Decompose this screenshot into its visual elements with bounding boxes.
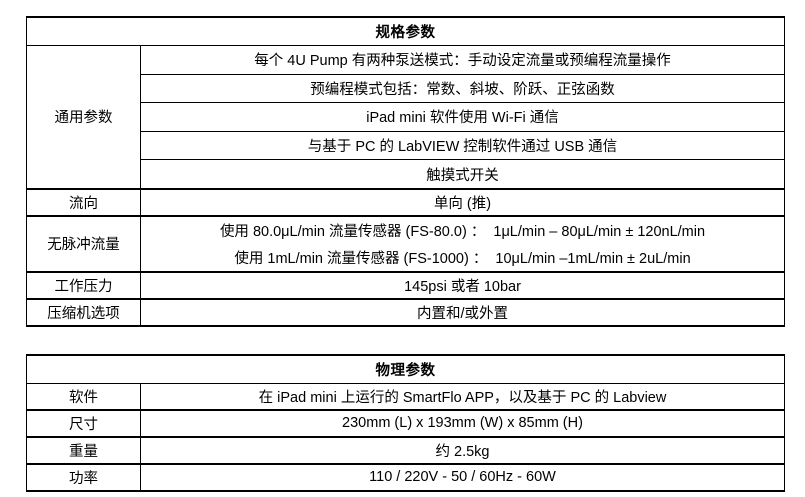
- row-label: 尺寸: [27, 410, 141, 436]
- content-line: 110 / 220V - 50 / 60Hz - 60W: [369, 469, 556, 486]
- content-line: 内置和/或外置: [416, 305, 509, 322]
- table-row: 工作压力 145psi 或者 10bar: [27, 270, 784, 298]
- content-line: 预编程模式包括：常数、斜坡、阶跃、正弦函数: [141, 73, 784, 103]
- table-title: 规格参数: [27, 18, 784, 46]
- content-line: iPad mini 软件使用 Wi-Fi 通信: [141, 102, 784, 131]
- content-line: 使用 1mL/min 流量传感器 (FS-1000) ： 10μL/min –1…: [234, 250, 691, 267]
- table-row: 重量 约 2.5kg: [27, 435, 784, 463]
- row-label: 功率: [27, 464, 141, 490]
- content-line: 与基于 PC 的 LabVIEW 控制软件通过 USB 通信: [141, 130, 784, 160]
- table-row: 无脉冲流量 使用 80.0μL/min 流量传感器 (FS-80.0) ： 1μL…: [27, 214, 784, 271]
- row-content: 145psi 或者 10bar: [141, 273, 784, 298]
- row-label: 无脉冲流量: [27, 216, 141, 271]
- content-line: 约 2.5kg: [435, 443, 490, 460]
- row-content: 约 2.5kg: [141, 438, 784, 463]
- content-line: 每个 4U Pump 有两种泵送模式：手动设定流量或预编程流量操作: [254, 53, 671, 70]
- row-content: 内置和/或外置: [141, 300, 784, 325]
- table-row: 压缩机选项 内置和/或外置: [27, 297, 784, 325]
- table-row: 功率 110 / 220V - 50 / 60Hz - 60W: [27, 462, 784, 490]
- content-line: 使用 80.0μL/min 流量传感器 (FS-80.0) ： 1μL/min …: [219, 223, 706, 240]
- content-line: 230mm (L) x 193mm (W) x 85mm (H): [342, 415, 583, 432]
- table-title: 物理参数: [27, 356, 784, 384]
- table-row: 软件 在 iPad mini 上运行的 SmartFlo APP，以及基于 PC …: [27, 383, 784, 409]
- tables-root: 规格参数 通用参数 每个 4U Pump 有两种泵送模式：手动设定流量或预编程流量操…: [26, 16, 785, 492]
- row-content: 在 iPad mini 上运行的 SmartFlo APP，以及基于 PC 的 …: [141, 384, 784, 409]
- content-line: 触摸式开关: [141, 159, 784, 188]
- row-label: 重量: [27, 437, 141, 463]
- spec-params-table: 规格参数 通用参数 每个 4U Pump 有两种泵送模式：手动设定流量或预编程流量操…: [26, 16, 785, 327]
- row-content: 单向 (推): [141, 190, 784, 215]
- table-row: 尺寸 230mm (L) x 193mm (W) x 85mm (H): [27, 408, 784, 436]
- content-line: 单向 (推): [433, 195, 492, 212]
- row-content: 使用 80.0μL/min 流量传感器 (FS-80.0) ： 1μL/min …: [141, 217, 784, 271]
- row-label: 压缩机选项: [27, 299, 141, 325]
- row-content: 110 / 220V - 50 / 60Hz - 60W: [141, 465, 784, 490]
- content-line: 145psi 或者 10bar: [404, 278, 521, 295]
- row-content: 每个 4U Pump 有两种泵送模式：手动设定流量或预编程流量操作预编程模式包括…: [141, 46, 784, 188]
- row-content: 230mm (L) x 193mm (W) x 85mm (H): [141, 411, 784, 436]
- physical-params-table: 物理参数 软件 在 iPad mini 上运行的 SmartFlo APP，以及基于…: [26, 353, 785, 492]
- row-label: 软件: [27, 383, 141, 409]
- table-row: 通用参数 每个 4U Pump 有两种泵送模式：手动设定流量或预编程流量操作 预编程…: [27, 46, 784, 188]
- row-label: 通用参数: [27, 46, 141, 188]
- table-row: 流向 单向 (推): [27, 187, 784, 215]
- content-line: 在 iPad mini 上运行的 SmartFlo APP，以及基于 PC 的 …: [258, 389, 667, 406]
- row-label: 流向: [27, 189, 141, 215]
- row-label: 工作压力: [27, 272, 141, 298]
